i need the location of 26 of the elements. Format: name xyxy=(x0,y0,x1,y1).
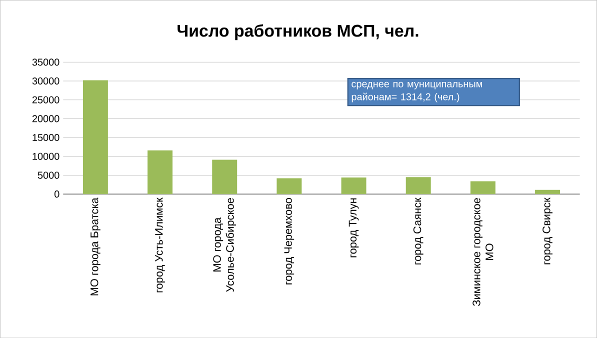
annotation: среднее по муниципальным районам= 1314,2 (чел.) xyxy=(352,82,482,102)
bar xyxy=(406,177,431,194)
chart-title: Число работников МСП, чел. xyxy=(178,24,418,40)
x-tick-label: Зиминское городское МО xyxy=(472,198,494,306)
y-tick-label: 30000 xyxy=(32,77,60,84)
y-tick-label: 15000 xyxy=(32,134,60,141)
bar xyxy=(82,80,108,194)
x-tick-label: МО города Братска xyxy=(90,198,100,296)
y-tick-label: 20000 xyxy=(32,115,60,122)
x-tick-label: город Усть-Илимск xyxy=(155,197,165,292)
y-tick-label: 10000 xyxy=(32,152,60,160)
x-tick-label: город Черемхово xyxy=(284,198,294,284)
y-tick-label: 35000 xyxy=(32,58,60,66)
bar xyxy=(470,181,496,194)
bar xyxy=(276,178,302,194)
bar xyxy=(148,150,173,194)
x-tick-label: город Саянск xyxy=(413,197,424,264)
x-tick-label: город Свирск xyxy=(542,197,552,264)
y-tick-label: 5000 xyxy=(38,172,60,179)
y-tick-label: 25000 xyxy=(32,96,60,104)
bar xyxy=(535,190,560,194)
x-tick-label: МО города Усолье-Сибирское xyxy=(213,198,236,292)
x-tick-label: город Тулун xyxy=(348,198,359,258)
bar xyxy=(341,177,366,194)
y-tick-label: 0 xyxy=(54,190,60,198)
bar xyxy=(212,160,238,194)
